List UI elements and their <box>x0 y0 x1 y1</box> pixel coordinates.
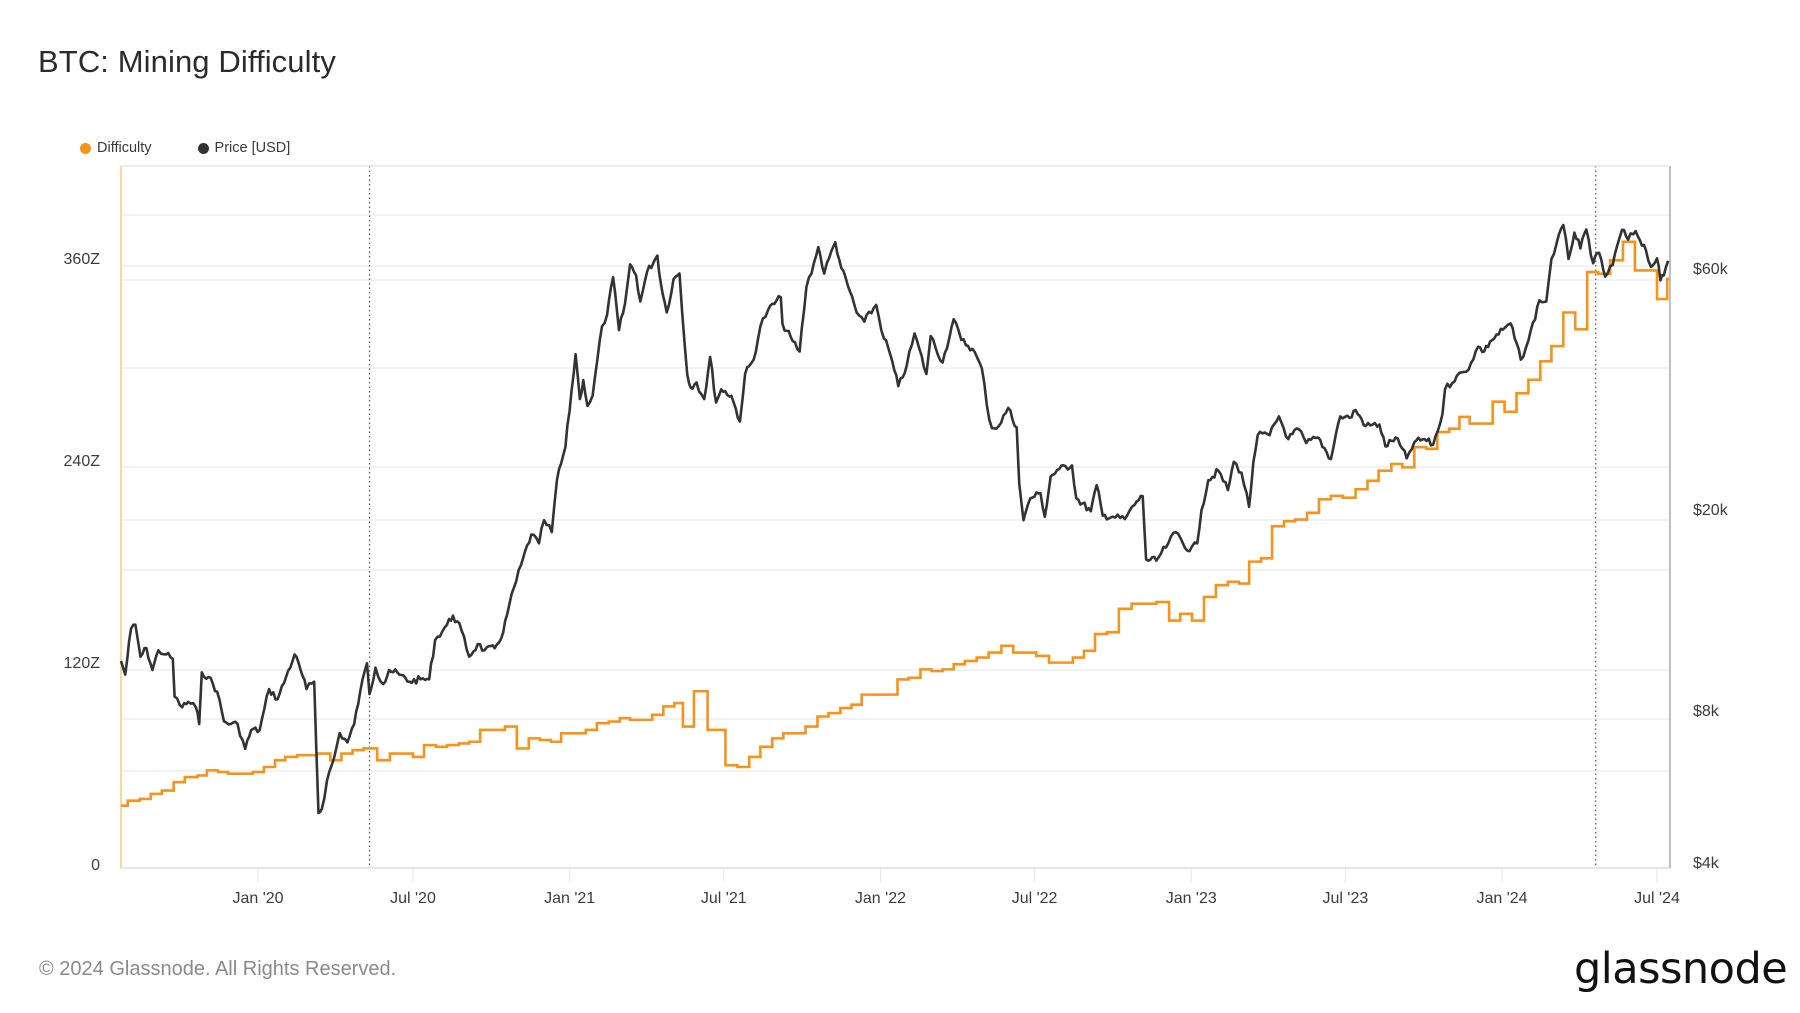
y-left-tick-label: 240Z <box>64 453 101 470</box>
x-tick-label: Jan '24 <box>1476 890 1527 907</box>
legend-dot-icon <box>197 142 209 154</box>
legend-label: Price [USD] <box>214 140 291 156</box>
series-group <box>119 223 1670 815</box>
chart-title: BTC: Mining Difficulty <box>38 44 336 79</box>
x-tick-label: Jan '21 <box>544 890 595 907</box>
legend-item-price[interactable]: Price [USD] <box>197 140 291 156</box>
x-tick-label: Jan '20 <box>232 890 283 907</box>
glassnode-logo[interactable]: glassnode <box>1574 944 1788 994</box>
x-tick-label: Jan '22 <box>855 890 906 907</box>
y-left-tick-label: 120Z <box>64 655 101 672</box>
y-right-tick-label: $4k <box>1693 855 1720 872</box>
chart-legend: Difficulty Price [USD] <box>80 140 336 156</box>
legend-item-difficulty[interactable]: Difficulty <box>80 140 152 156</box>
x-tick-label: Jul '22 <box>1012 890 1058 907</box>
x-tick-label: Jul '24 <box>1634 890 1680 907</box>
x-tick-label: Jul '23 <box>1322 890 1368 907</box>
y-axis-left: 0 120Z 240Z 360Z <box>64 251 101 874</box>
grid-lines <box>121 214 1670 772</box>
vertical-markers <box>368 166 1597 868</box>
legend-label: Difficulty <box>97 140 152 156</box>
x-tick-label: Jan '23 <box>1166 890 1217 907</box>
y-right-tick-label: $60k <box>1693 261 1729 278</box>
y-right-tick-label: $8k <box>1693 703 1720 720</box>
copyright-text: © 2024 Glassnode. All Rights Reserved. <box>39 958 397 980</box>
x-tick-label: Jul '21 <box>701 890 747 907</box>
y-axis-right: $4k $8k $20k $60k <box>1693 261 1729 872</box>
difficulty-line <box>121 240 1669 808</box>
y-left-tick-label: 360Z <box>64 251 101 268</box>
y-left-tick-label: 0 <box>91 857 100 874</box>
x-tick-label: Jul '20 <box>390 890 436 907</box>
y-right-tick-label: $20k <box>1693 502 1729 519</box>
price-line <box>119 223 1670 815</box>
plot-frame <box>120 165 1671 869</box>
x-axis: Jan '20 Jul '20 Jan '21 Jul '21 Jan '22 Jul '… <box>232 868 1680 907</box>
legend-dot-icon <box>80 142 91 154</box>
